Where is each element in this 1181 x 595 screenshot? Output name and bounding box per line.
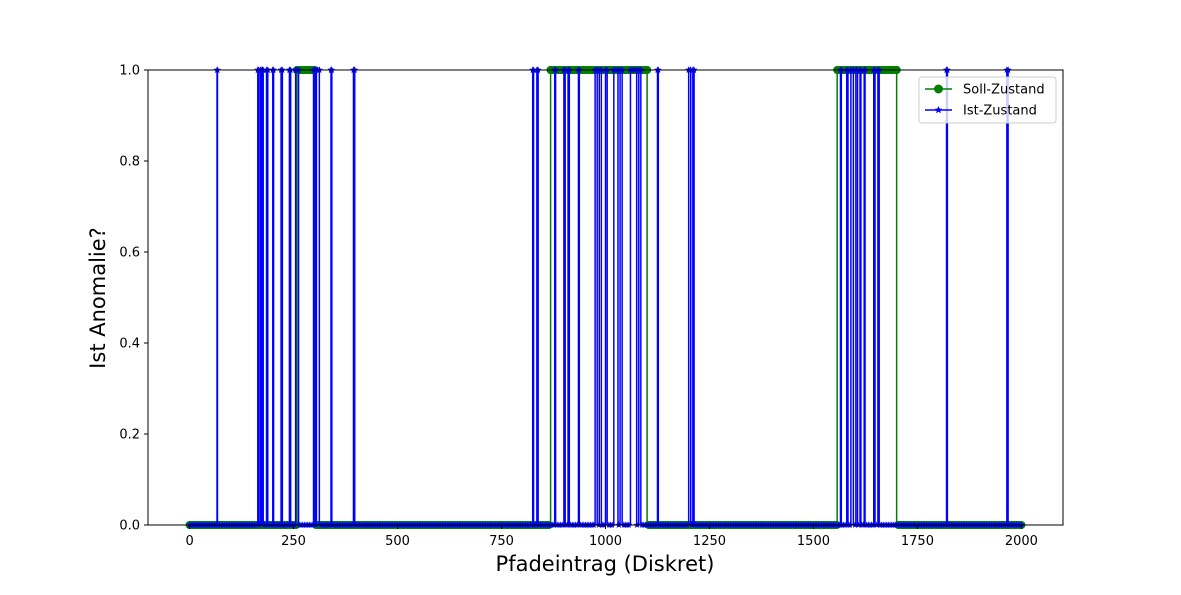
y-tick-label: 0.0: [119, 519, 140, 534]
y-tick-label: 1.0: [119, 64, 140, 79]
y-tick-label: 0.2: [119, 428, 140, 443]
x-tick-label: 2000: [1005, 534, 1038, 549]
legend-label: Ist-Zustand: [963, 104, 1037, 119]
x-tick-label: 750: [489, 534, 514, 549]
legend-item-soll: Soll-Zustand: [925, 83, 1045, 98]
x-tick-label: 250: [281, 534, 306, 549]
legend: Soll-Zustand Ist-Zustand: [918, 76, 1057, 124]
legend-marker-circle-icon: [934, 84, 943, 94]
axes: 0 250 500 750 1000 1250 1500 1750 2000 0.0 0.2 0.4 0…: [119, 64, 1064, 549]
y-tick-label: 0.8: [119, 155, 140, 170]
x-tick-label: 1500: [797, 534, 830, 549]
y-tick-label: 0.4: [119, 337, 140, 352]
legend-label: Soll-Zustand: [963, 83, 1045, 98]
legend-item-ist: Ist-Zustand: [925, 104, 1037, 119]
y-axis-label: Ist Anomalie?: [86, 227, 110, 369]
x-axis-label: Pfadeintrag (Diskret): [496, 552, 715, 576]
x-tick-label: 0: [185, 534, 193, 549]
x-tick-label: 1250: [693, 534, 726, 549]
legend-marker-star-icon: [934, 106, 943, 114]
x-tick-label: 1750: [901, 534, 934, 549]
x-tick-label: 500: [385, 534, 410, 549]
legend-box: [918, 76, 1057, 124]
y-tick-label: 0.6: [119, 246, 140, 261]
x-tick-label: 1000: [589, 534, 622, 549]
